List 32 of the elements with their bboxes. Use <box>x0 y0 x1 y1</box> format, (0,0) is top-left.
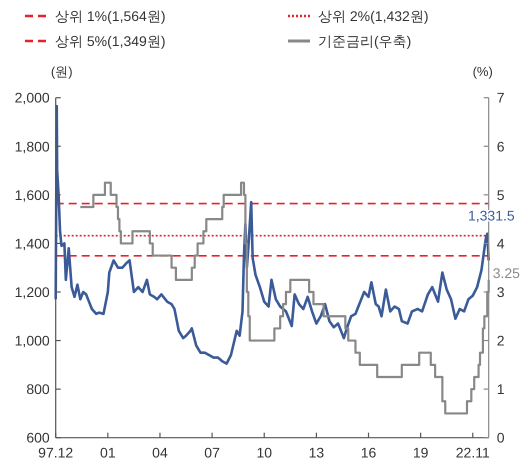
legend-label: 상위 2%(1,432원) <box>318 8 428 24</box>
y-tick-label: 1,600 <box>14 186 50 203</box>
x-tick-label: 22.11 <box>456 444 490 461</box>
y-tick-label: 1,800 <box>14 138 50 154</box>
y2-tick-label: 6 <box>496 138 505 154</box>
y-axis-title: (원) <box>50 64 73 79</box>
x-tick-label: 19 <box>412 444 429 461</box>
y-tick-label: 1,000 <box>14 332 50 349</box>
x-tick-label: 97.12 <box>38 444 74 461</box>
y2-tick-label: 0 <box>496 430 505 446</box>
y2-tick-label: 7 <box>496 90 505 106</box>
x-tick-label: 16 <box>360 444 376 461</box>
x-tick-label: 01 <box>100 444 116 461</box>
y-tick-label: 2,000 <box>14 90 50 106</box>
y-tick-label: 800 <box>26 381 50 398</box>
y2-tick-label: 2 <box>496 332 505 349</box>
y2-tick-label: 5 <box>496 186 505 203</box>
y2-tick-label: 4 <box>496 235 505 252</box>
x-tick-label: 10 <box>256 444 272 461</box>
legend-label: 기준금리(우축) <box>318 33 412 49</box>
legend-label: 상위 5%(1,349원) <box>55 33 166 49</box>
text: 3.25 <box>492 264 520 281</box>
y2-tick-label: 3 <box>496 284 505 300</box>
x-tick-label: 13 <box>308 444 324 461</box>
x-tick-label: 04 <box>152 444 168 461</box>
legend-label: 상위 1%(1,564원) <box>55 8 166 24</box>
y-tick-label: 1,200 <box>14 284 50 300</box>
x-tick-label: 07 <box>204 444 220 461</box>
y-tick-label: 600 <box>26 430 50 446</box>
y2-tick-label: 1 <box>496 381 505 398</box>
y2-axis-title: (%) <box>472 64 493 79</box>
y-tick-label: 1,400 <box>14 235 50 252</box>
